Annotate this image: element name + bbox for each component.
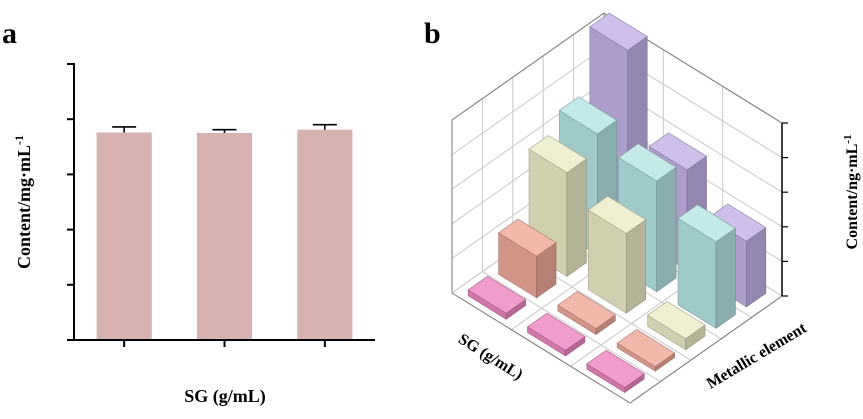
panel-b-floor-grid-line: [482, 271, 661, 383]
panel-b-bar-fe: [677, 204, 736, 329]
panel-b-bar-right-face: [566, 158, 587, 277]
panel-b-z-axis-label: Content/ng·mL-1: [842, 135, 861, 250]
panel-a-bar: [297, 129, 353, 340]
panel-b-bar-top-face: [526, 312, 586, 351]
panel-b-bar-al: [498, 218, 557, 299]
panel-b-bar-top-face: [586, 349, 645, 388]
panel-b-bar-zn: [587, 195, 647, 314]
panel-b-bar-cu: [586, 349, 645, 394]
panel-b-bar-al: [616, 329, 676, 372]
panel-b-bar-cu: [526, 312, 586, 357]
panel-b-3d-bar-chart: SG (g/mL) Metallic element Content/ng·mL…: [451, 12, 861, 404]
panel-b-bar-top-face: [558, 96, 618, 135]
panel-a-bar: [96, 132, 152, 340]
panel-b-frame-edge: [451, 12, 605, 121]
panel-b-bar-top-face: [498, 218, 557, 257]
panel-b-bar-zn: [647, 301, 706, 351]
panel-a-y-axis-label-main: Content/mg·mL: [14, 145, 34, 269]
panel-b-bar-top-face: [647, 301, 706, 340]
panel-a-y-axis-label: Content/mg·mL-1: [12, 135, 34, 269]
panel-b-bar-cu: [467, 275, 527, 320]
panel-b-bar-right-face: [715, 227, 736, 329]
panel-b-bar-top-face: [587, 195, 647, 234]
panel-a-bar-chart: SG (g/mL) Content/mg·mL-1: [12, 63, 375, 407]
panel-b-frame-edge: [629, 295, 783, 404]
panel-a-x-axis-label: SG (g/mL): [184, 386, 266, 407]
panel-b-frame-edge: [451, 292, 631, 404]
panel-b-z-axis-label-sup: -1: [842, 135, 854, 144]
panel-a-label: a: [2, 17, 17, 50]
panel-a-bar: [196, 133, 253, 340]
panel-b-bar-top-face: [677, 204, 736, 243]
panel-b-bar-zn: [528, 135, 587, 277]
panel-b-left-wall-grid-line: [451, 47, 605, 156]
panel-b-bar-al: [557, 291, 616, 336]
panel-b-bar-top-face: [557, 291, 616, 329]
panel-b-x-axis-label: SG (g/mL): [455, 331, 525, 384]
panel-b-label: b: [424, 17, 441, 50]
panel-b-bar-right-face: [656, 166, 677, 293]
panel-b-bar-top-face: [618, 143, 677, 182]
panel-b-bar-top-face: [648, 132, 708, 171]
panel-b-bar-top-face: [528, 135, 587, 173]
panel-b-bar-top-face: [467, 275, 527, 314]
panel-b-y-axis-label: Metallic element: [704, 319, 810, 392]
panel-b-z-axis-label-main: Content/ng·mL: [844, 144, 861, 250]
panel-a-y-axis-label-sup: -1: [12, 135, 26, 145]
panel-b-bar-right-face: [625, 219, 647, 314]
panel-b-bar-top-face: [589, 12, 648, 51]
panel-b-bar-top-face: [616, 329, 676, 367]
